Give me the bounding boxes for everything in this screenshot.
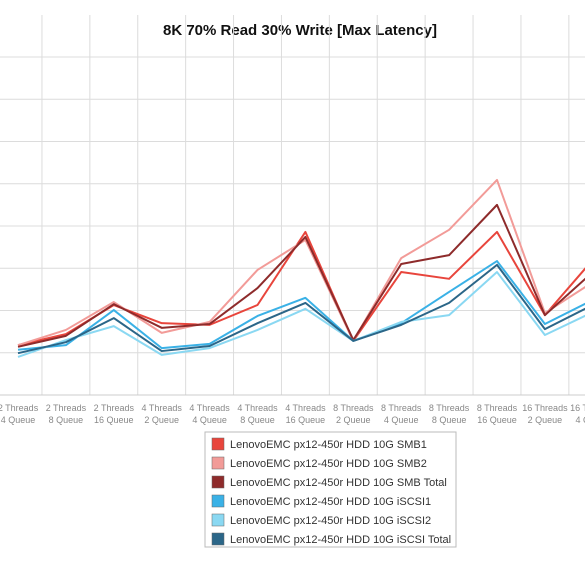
x-tick-label: 8 Threads 8 Queue xyxy=(429,403,470,425)
x-tick-label-line: 8 Queue xyxy=(240,415,275,425)
x-tick-label: 2 Threads 4 Queue xyxy=(0,403,39,425)
series-line xyxy=(17,260,585,351)
x-tick-label-line: 8 Queue xyxy=(432,415,467,425)
x-tick-label-line: 2 Threads xyxy=(94,403,135,413)
legend-swatch xyxy=(211,475,225,489)
x-tick-label-line: 4 Threads xyxy=(189,403,230,413)
legend-label: LenovoEMC px12-450r HDD 10G iSCSI2 xyxy=(230,515,431,527)
x-tick-label: 16 Threads 4 Queue xyxy=(570,403,585,425)
x-tick-label-line: 2 Queue xyxy=(336,415,371,425)
x-tick-label-line: 4 Queue xyxy=(384,415,419,425)
series-line xyxy=(17,263,585,355)
series-line xyxy=(17,203,585,348)
x-tick-label-line: 16 Queue xyxy=(94,415,134,425)
x-tick-label-line: 4 Threads xyxy=(142,403,183,413)
x-tick-label-line: 8 Queue xyxy=(49,415,84,425)
x-tick-label: 4 Threads 8 Queue xyxy=(237,403,278,425)
x-tick-label-line: 16 Threads xyxy=(522,403,568,413)
x-tick-label-line: 16 Queue xyxy=(477,415,517,425)
x-tick-label-line: 2 Queue xyxy=(144,415,179,425)
legend-label: LenovoEMC px12-450r HDD 10G iSCSI1 xyxy=(230,496,431,508)
x-tick-label-line: 8 Threads xyxy=(333,403,374,413)
x-tick-label-line: 4 Queue xyxy=(192,415,227,425)
x-tick-label-line: 8 Threads xyxy=(381,403,422,413)
series-line xyxy=(17,178,585,347)
x-tick-label: 16 Threads 2 Queue xyxy=(522,403,568,425)
x-tick-label-line: 4 Threads xyxy=(237,403,278,413)
series-line xyxy=(17,271,585,358)
legend-label: LenovoEMC px12-450r HDD 10G SMB1 xyxy=(230,439,427,451)
x-tick-label-line: 8 Threads xyxy=(429,403,470,413)
x-tick-label: 8 Threads 2 Queue xyxy=(333,403,374,425)
x-tick-label: 4 Threads 16 Queue xyxy=(285,403,326,425)
x-tick-label: 8 Threads 16 Queue xyxy=(477,403,518,425)
legend-label: LenovoEMC px12-450r HDD 10G SMB Total xyxy=(230,477,447,489)
x-tick-label: 8 Threads 4 Queue xyxy=(381,403,422,425)
legend-label: LenovoEMC px12-450r HDD 10G SMB2 xyxy=(230,458,427,470)
x-tick-label-line: 4 Threads xyxy=(285,403,326,413)
legend-label: LenovoEMC px12-450r HDD 10G iSCSI Total xyxy=(230,534,451,546)
x-tick-label-line: 2 Queue xyxy=(528,415,563,425)
x-tick-label-line: 4 Queue xyxy=(576,415,585,425)
series-line xyxy=(17,230,585,347)
x-tick-label-line: 4 Queue xyxy=(1,415,36,425)
legend-swatch xyxy=(211,456,225,470)
legend-swatch xyxy=(211,494,225,508)
x-tick-label: 2 Threads 8 Queue xyxy=(46,403,87,425)
x-tick-label: 2 Threads 16 Queue xyxy=(94,403,135,425)
x-tick-label-line: 2 Threads xyxy=(46,403,87,413)
x-tick-label-line: 16 Queue xyxy=(286,415,326,425)
x-tick-label-line: 2 Threads xyxy=(0,403,39,413)
legend-swatch xyxy=(211,532,225,546)
legend-swatch xyxy=(211,437,225,451)
x-tick-label-line: 16 Threads xyxy=(570,403,585,413)
x-tick-label-line: 8 Threads xyxy=(477,403,518,413)
chart-title: 8K 70% Read 30% Write [Max Latency] xyxy=(163,22,437,39)
legend-box xyxy=(204,431,457,548)
legend-swatch xyxy=(211,513,225,527)
x-tick-label: 4 Threads 4 Queue xyxy=(189,403,230,425)
x-tick-label: 4 Threads 2 Queue xyxy=(142,403,183,425)
